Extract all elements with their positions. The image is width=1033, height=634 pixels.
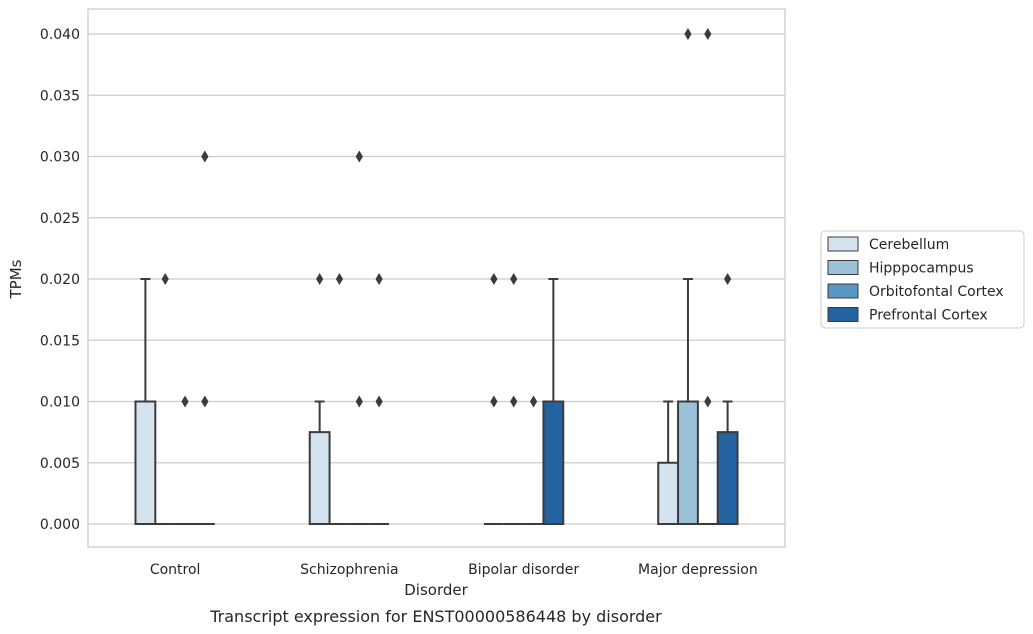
outlier-point bbox=[201, 395, 209, 408]
x-axis-title: Disorder bbox=[404, 581, 468, 599]
y-tick-label: 0.040 bbox=[40, 27, 80, 43]
box-group bbox=[194, 150, 215, 525]
outlier-point bbox=[529, 395, 538, 408]
box-group bbox=[716, 273, 739, 525]
box-group bbox=[657, 400, 680, 525]
box-group bbox=[308, 273, 331, 525]
outlier-point bbox=[704, 28, 712, 40]
box-group bbox=[329, 273, 350, 525]
outlier-point bbox=[335, 273, 344, 285]
box-group bbox=[542, 278, 565, 525]
legend-swatch bbox=[827, 236, 859, 252]
box-group bbox=[134, 278, 157, 525]
box-group bbox=[697, 28, 718, 525]
y-tick-label: 0.030 bbox=[40, 150, 80, 166]
outlier-point bbox=[355, 395, 363, 408]
outlier-point bbox=[355, 150, 363, 163]
legend-label: Prefrontal Cortex bbox=[869, 308, 988, 324]
y-tick-labels: 0.000 0.005 0.010 0.015 0.020 0.025 0.030 0.035… bbox=[40, 27, 80, 533]
x-tick-label: Major depression bbox=[638, 562, 758, 578]
box-elements bbox=[134, 28, 739, 525]
chart-caption: Transcript expression for ENST0000058644… bbox=[209, 607, 662, 626]
x-tick-label: Bipolar disorder bbox=[468, 562, 579, 578]
outlier-point bbox=[375, 395, 383, 408]
y-tick-label: 0.005 bbox=[40, 456, 80, 472]
legend-frame bbox=[820, 230, 1025, 329]
box bbox=[542, 400, 565, 525]
outlier-point bbox=[316, 273, 324, 285]
box bbox=[677, 400, 699, 525]
outlier-point bbox=[510, 273, 518, 285]
box-group bbox=[483, 273, 504, 525]
x-tick-labels: Control Schizophrenia Bipolar disorder Majo… bbox=[150, 562, 758, 578]
outlier-point bbox=[201, 150, 209, 163]
box-group bbox=[175, 395, 195, 525]
outlier-point bbox=[490, 273, 498, 285]
legend-swatch bbox=[827, 283, 859, 299]
outlier-point bbox=[375, 273, 383, 285]
y-tick-label: 0.035 bbox=[40, 88, 80, 104]
box bbox=[308, 431, 331, 525]
legend-swatch bbox=[827, 260, 859, 275]
plot-frame bbox=[87, 8, 786, 548]
x-tick-label: Schizophrenia bbox=[300, 562, 398, 578]
box-group bbox=[155, 273, 176, 525]
outlier-point bbox=[181, 395, 189, 408]
box-group bbox=[523, 395, 544, 525]
legend-label: Orbitofontal Cortex bbox=[869, 284, 1004, 300]
y-tick-label: 0.025 bbox=[40, 211, 80, 227]
box-group bbox=[677, 28, 699, 525]
box-group bbox=[503, 273, 524, 525]
legend-label: Hipppocampus bbox=[869, 261, 974, 277]
legend-label: Cerebellum bbox=[869, 237, 949, 253]
outlier-point bbox=[704, 395, 712, 408]
box bbox=[716, 431, 739, 525]
outlier-point bbox=[510, 395, 518, 408]
x-tick-label: Control bbox=[150, 562, 201, 578]
outlier-point bbox=[161, 273, 169, 285]
box-group bbox=[349, 150, 370, 525]
y-tick-label: 0.020 bbox=[40, 272, 80, 288]
legend: Cerebellum Hipppocampus Orbitofontal Corte… bbox=[820, 230, 1025, 329]
outlier-point bbox=[724, 273, 732, 285]
box-group bbox=[369, 273, 390, 525]
y-tick-label: 0.000 bbox=[40, 517, 80, 533]
box bbox=[657, 461, 680, 525]
y-axis-title: TPMs bbox=[7, 259, 25, 299]
y-tick-label: 0.010 bbox=[40, 395, 80, 411]
outlier-point bbox=[490, 395, 498, 408]
y-tick-label: 0.015 bbox=[40, 333, 80, 349]
legend-swatch bbox=[827, 307, 859, 322]
outlier-point bbox=[684, 28, 692, 40]
box bbox=[134, 400, 157, 525]
